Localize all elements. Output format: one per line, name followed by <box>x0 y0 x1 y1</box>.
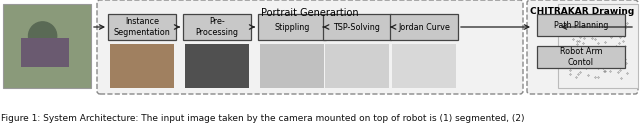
FancyBboxPatch shape <box>325 44 389 88</box>
Text: Robot Arm
Contol: Robot Arm Contol <box>560 47 602 67</box>
FancyBboxPatch shape <box>20 38 69 67</box>
Text: Jordan Curve: Jordan Curve <box>398 22 450 32</box>
Text: TSP-Solving: TSP-Solving <box>333 22 380 32</box>
FancyBboxPatch shape <box>183 14 251 40</box>
Text: Figure 1: System Architecture: The input image taken by the camera mounted on to: Figure 1: System Architecture: The input… <box>1 114 525 123</box>
Text: Stippling: Stippling <box>275 22 310 32</box>
Text: Pre-
Processing: Pre- Processing <box>195 17 239 37</box>
FancyBboxPatch shape <box>390 14 458 40</box>
Text: Portrait Generartion: Portrait Generartion <box>261 8 359 18</box>
FancyBboxPatch shape <box>392 44 456 88</box>
FancyBboxPatch shape <box>97 0 523 94</box>
FancyBboxPatch shape <box>185 44 249 88</box>
FancyBboxPatch shape <box>108 14 176 40</box>
Text: Path Planning: Path Planning <box>554 20 608 30</box>
FancyBboxPatch shape <box>258 14 326 40</box>
FancyBboxPatch shape <box>537 46 625 68</box>
FancyBboxPatch shape <box>110 44 174 88</box>
FancyBboxPatch shape <box>558 4 638 88</box>
FancyBboxPatch shape <box>3 4 91 88</box>
FancyBboxPatch shape <box>537 14 625 36</box>
FancyBboxPatch shape <box>260 44 324 88</box>
Circle shape <box>29 22 57 50</box>
FancyBboxPatch shape <box>323 14 391 40</box>
FancyBboxPatch shape <box>527 0 638 94</box>
Text: CHITRAKAR Drawing: CHITRAKAR Drawing <box>531 8 635 16</box>
Text: Instance
Segmentation: Instance Segmentation <box>114 17 170 37</box>
